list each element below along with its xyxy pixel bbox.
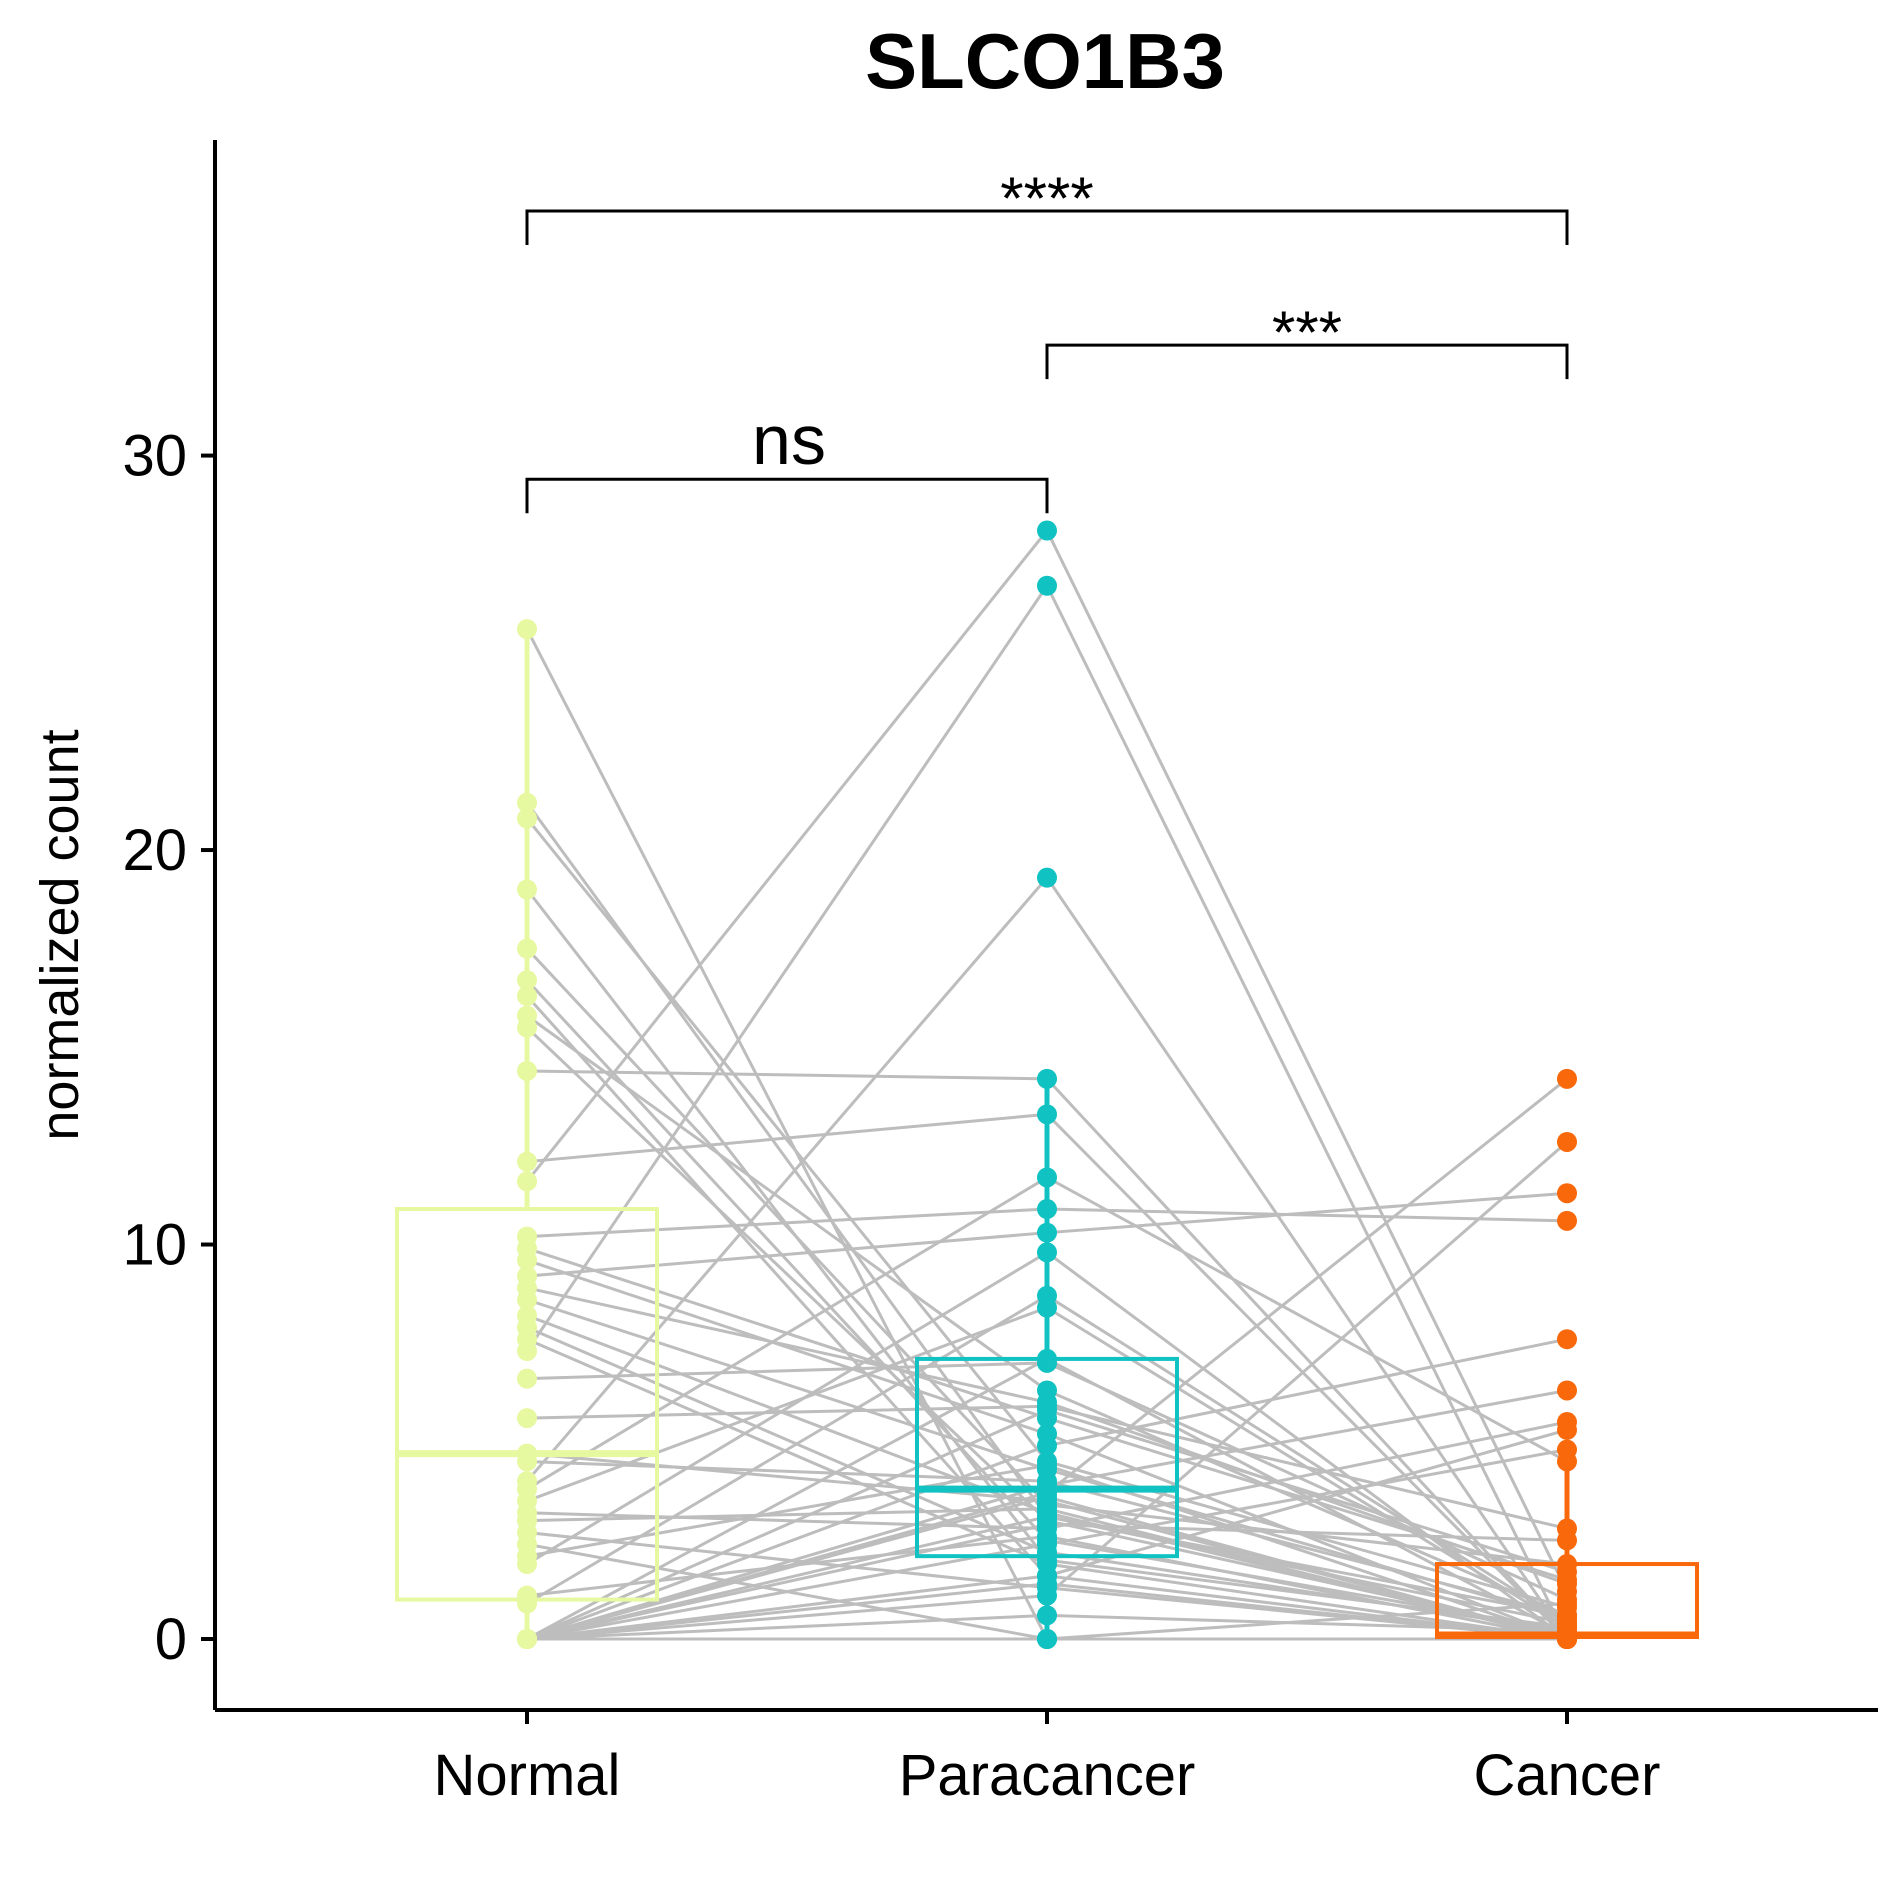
data-point [517, 1341, 537, 1362]
axes: 0 10 20 30 Normal Paracancer Cancer [122, 140, 1878, 1808]
data-point [517, 1060, 537, 1081]
data-point [1037, 1573, 1057, 1594]
data-point [1037, 1068, 1057, 1089]
y-tick-label: 30 [122, 424, 187, 489]
data-point [1037, 1199, 1057, 1220]
significance-label: *** [1272, 299, 1342, 366]
data-point [1037, 575, 1057, 596]
points [517, 520, 1577, 1649]
data-point [1037, 1435, 1057, 1456]
data-point [517, 808, 537, 829]
data-point [517, 1368, 537, 1389]
data-point [1557, 1329, 1577, 1350]
data-point [1037, 1506, 1057, 1527]
chart-title: SLCO1B3 [865, 17, 1225, 105]
data-point [1037, 1348, 1057, 1369]
data-point [517, 1017, 537, 1038]
significance-bracket [525, 209, 1569, 246]
data-point [517, 970, 537, 991]
data-point [517, 986, 537, 1007]
data-point [517, 1451, 537, 1472]
significance-label: ns [752, 401, 826, 479]
data-point [1557, 1419, 1577, 1440]
data-point [517, 792, 537, 813]
data-point [1557, 1380, 1577, 1401]
data-point [517, 1289, 537, 1310]
data-point [1037, 1455, 1057, 1476]
data-point [1037, 867, 1057, 888]
data-point [1557, 1210, 1577, 1231]
data-point [1557, 1561, 1577, 1582]
data-point [517, 938, 537, 959]
data-point [1037, 1167, 1057, 1188]
data-point [1557, 1131, 1577, 1152]
data-point [517, 1593, 537, 1614]
data-point [517, 1250, 537, 1271]
data-point [1037, 1605, 1057, 1626]
y-tick-label: 0 [155, 1607, 187, 1672]
y-tick-label: 10 [122, 1213, 187, 1278]
data-point [1557, 1628, 1577, 1649]
data-point [517, 1628, 537, 1649]
data-point [517, 619, 537, 640]
x-tick-label: Normal [434, 1743, 621, 1808]
significance-label: **** [1000, 165, 1093, 232]
data-point [1557, 1530, 1577, 1551]
data-point [1037, 1628, 1057, 1649]
comparisons: ns******* [525, 165, 1569, 514]
data-point [1037, 1285, 1057, 1306]
data-point [1037, 1104, 1057, 1125]
data-point [1557, 1068, 1577, 1089]
data-point [1557, 1439, 1577, 1460]
data-point [1557, 1605, 1577, 1626]
data-point [517, 879, 537, 900]
significance-bracket [525, 477, 1049, 514]
data-point [517, 1171, 537, 1192]
data-point [1037, 1400, 1057, 1421]
data-point [1037, 520, 1057, 541]
data-point [517, 1408, 537, 1429]
data-point [1037, 1242, 1057, 1263]
x-tick-label: Paracancer [899, 1743, 1196, 1808]
data-point [1037, 1486, 1057, 1507]
y-tick-label: 20 [122, 818, 187, 883]
data-point [517, 1151, 537, 1172]
data-point [1557, 1183, 1577, 1204]
data-point [1037, 1534, 1057, 1555]
data-point [1037, 1222, 1057, 1243]
data-point [517, 1554, 537, 1575]
y-axis-title: normalized count [30, 729, 90, 1140]
significance-bracket [1045, 343, 1569, 380]
x-tick-label: Cancer [1474, 1743, 1661, 1808]
